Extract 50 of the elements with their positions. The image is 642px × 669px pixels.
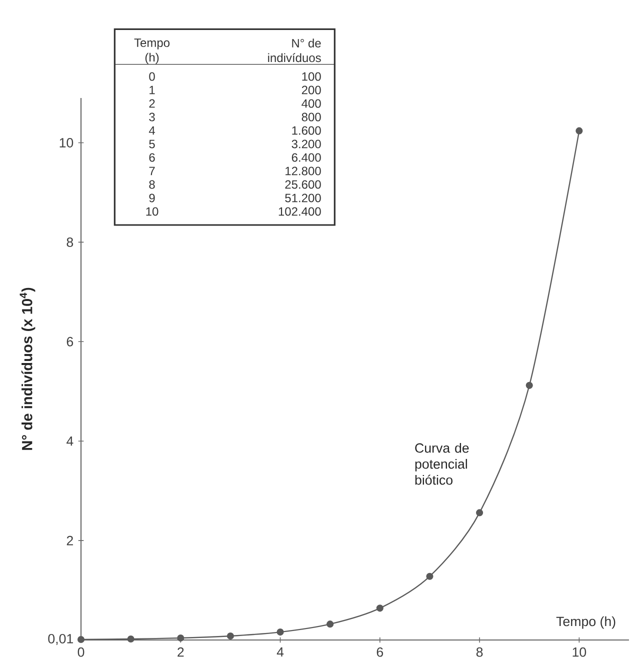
- annotation: 1.600: [292, 126, 321, 135]
- point: [177, 634, 184, 642]
- y-tick-label: 8: [66, 237, 74, 247]
- annotation: Curva de potencial biótico: [415, 442, 469, 485]
- y-tick-label: 6: [66, 336, 74, 346]
- annotation: 6.400: [292, 153, 321, 162]
- point: [376, 604, 384, 612]
- y-tick-label: 2: [66, 536, 73, 546]
- x-tick-label: 0: [78, 647, 84, 657]
- annotation: 6: [149, 153, 155, 162]
- point: [276, 628, 284, 636]
- text: 200: [302, 86, 321, 94]
- text: 1: [150, 86, 155, 94]
- annotation: 400: [302, 99, 321, 108]
- annotation: 800: [302, 112, 321, 122]
- point: [526, 382, 533, 389]
- y-axis-title: N° de indivíduos (x 10$^{4}$): [20, 288, 36, 450]
- x-tick-label: 6: [376, 647, 384, 657]
- annotation: 9: [149, 194, 155, 202]
- point: [426, 572, 434, 580]
- x-tick-label: 10: [572, 647, 586, 657]
- x-axis-title: Tempo (h): [556, 616, 616, 629]
- point: [226, 632, 234, 640]
- annotation: 25.600: [285, 180, 321, 189]
- annotation: 4: [148, 126, 155, 135]
- point: [127, 635, 134, 643]
- x-tick-label: 4: [276, 647, 284, 657]
- annotation: 102.400: [278, 207, 321, 216]
- point: [77, 636, 85, 644]
- annotation: 3.200: [292, 140, 321, 148]
- annotation: 7: [149, 166, 155, 176]
- text: 0: [149, 72, 155, 81]
- y-tick-label: 10: [60, 138, 74, 148]
- annotation: 3: [149, 112, 155, 122]
- annotation: 51.200: [285, 194, 321, 202]
- x-tick-label: 8: [476, 647, 483, 657]
- annotation: 12.800: [286, 166, 321, 176]
- annotation: 5: [149, 140, 155, 148]
- text: Tempo (h): [134, 38, 170, 64]
- annotation: 2: [149, 99, 155, 108]
- text: N° de indivíduos: [268, 38, 321, 62]
- point: [476, 509, 484, 516]
- point: [326, 620, 334, 628]
- x-tick-label: 2: [178, 647, 184, 657]
- y-tick-label: 4: [66, 436, 74, 446]
- annotation: 8: [149, 180, 155, 189]
- annotation: 10: [146, 207, 158, 216]
- text: 100: [302, 72, 321, 81]
- y-tick-label: 0,01: [48, 634, 73, 646]
- point: [576, 127, 583, 134]
